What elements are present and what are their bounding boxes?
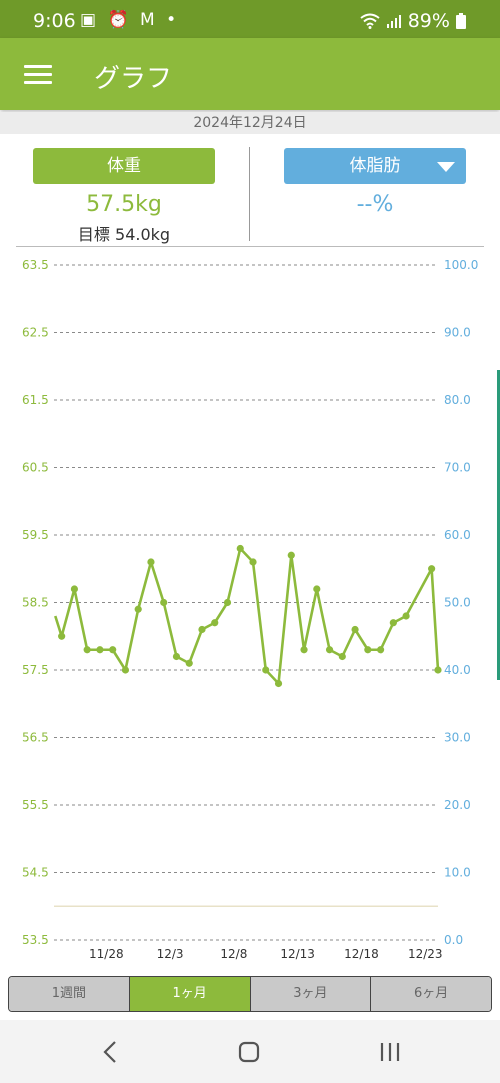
weight-button[interactable]: 体重: [33, 148, 215, 184]
app-bar: グラフ: [0, 38, 500, 110]
y-left-tick-label: 55.5: [22, 798, 49, 812]
tab-1-month[interactable]: 1ヶ月: [129, 977, 251, 1011]
weight-panel: 体重 57.5kg 目標 54.0kg: [33, 148, 215, 245]
header-divider: [16, 246, 484, 247]
fat-panel: 体脂肪 --%: [284, 148, 466, 217]
y-right-tick-label: 20.0: [444, 798, 471, 812]
menu-icon[interactable]: [20, 60, 56, 90]
y-left-tick-label: 58.5: [22, 596, 49, 610]
data-point: [134, 605, 142, 613]
data-point: [402, 612, 410, 620]
data-point: [351, 625, 359, 634]
x-tick-label: 11/28: [89, 947, 124, 961]
back-icon[interactable]: [90, 1032, 130, 1072]
tab-3-months[interactable]: 3ヶ月: [250, 977, 372, 1011]
tab-6-months[interactable]: 6ヶ月: [371, 977, 491, 1011]
recent-apps-icon[interactable]: [370, 1032, 410, 1072]
panel-divider: [249, 147, 250, 241]
data-point: [83, 646, 91, 654]
y-right-tick-label: 40.0: [444, 663, 471, 677]
data-point: [249, 558, 257, 566]
weight-value: 57.5kg: [86, 192, 162, 217]
data-point: [172, 652, 181, 661]
notification-icons: ▣ ⏰ M •: [80, 10, 179, 30]
page-title: グラフ: [94, 64, 173, 94]
y-right-tick-label: 70.0: [444, 461, 471, 475]
data-point: [70, 585, 79, 593]
weight-goal: 目標 54.0kg: [77, 225, 171, 244]
weight-line: [54, 547, 440, 685]
data-point: [287, 551, 295, 559]
date-label: 2024年12月24日: [0, 112, 500, 134]
y-left-tick-label: 59.5: [22, 528, 49, 542]
gmail-icon: M: [140, 10, 158, 30]
y-left-tick-label: 63.5: [22, 258, 49, 272]
y-right-tick-label: 60.0: [444, 528, 471, 542]
home-icon[interactable]: [229, 1032, 269, 1072]
data-point: [338, 652, 346, 661]
data-point: [325, 646, 334, 654]
weight-chart[interactable]: 63.5 100.0 62.5 90.0 61.5 80.0 60.5 70.0 59.5 60.…: [0, 248, 500, 968]
data-point: [262, 666, 270, 674]
y-right-tick-label: 0.0: [444, 933, 463, 947]
data-point: [364, 646, 372, 654]
data-point: [109, 646, 117, 654]
data-point: [211, 619, 219, 627]
data-point: [274, 679, 283, 688]
x-tick-label: 12/18: [344, 947, 379, 961]
data-point: [96, 646, 104, 654]
x-tick-label: 12/13: [280, 947, 315, 961]
y-left-tick-label: 53.5: [22, 933, 49, 947]
status-time: 9:06: [33, 10, 76, 32]
data-point: [223, 598, 232, 607]
image-icon: ▣: [80, 10, 100, 30]
data-point: [185, 659, 193, 667]
y-left-tick-label: 57.5: [22, 663, 49, 677]
data-point: [160, 598, 168, 607]
y-left-tick-label: 56.5: [22, 731, 49, 745]
data-point: [58, 632, 66, 640]
dropdown-arrow-icon: [437, 162, 455, 172]
x-tick-label: 12/8: [220, 947, 247, 961]
battery-percent: 89%: [407, 10, 450, 32]
data-point: [428, 565, 436, 573]
scroll-indicator: [497, 370, 500, 680]
tab-1-week[interactable]: 1週間: [9, 977, 130, 1011]
x-tick-label: 12/23: [408, 947, 443, 961]
fat-value: --%: [356, 192, 394, 217]
wifi-icon: [360, 13, 380, 29]
status-bar: 9:06 ▣ ⏰ M • 89%: [0, 0, 500, 38]
y-right-tick-label: 10.0: [444, 866, 471, 880]
system-nav-bar: [0, 1020, 500, 1083]
y-left-tick-label: 54.5: [22, 866, 49, 880]
y-right-tick-label: 100.0: [444, 258, 478, 272]
status-right: 89%: [360, 10, 466, 32]
y-right-tick-label: 80.0: [444, 393, 471, 407]
battery-icon: [456, 13, 466, 29]
x-tick-label: 12/3: [157, 947, 184, 961]
dot-icon: •: [166, 10, 180, 30]
y-left-tick-label: 61.5: [22, 393, 49, 407]
y-right-tick-label: 90.0: [444, 326, 471, 340]
alarm-icon: ⏰: [107, 10, 132, 30]
data-point: [300, 646, 308, 654]
data-point: [434, 666, 442, 674]
data-point: [313, 585, 321, 593]
fat-dropdown[interactable]: 体脂肪: [284, 148, 466, 184]
data-point: [121, 666, 130, 674]
data-point: [236, 544, 244, 553]
y-left-tick-label: 62.5: [22, 326, 49, 340]
y-left-tick-label: 60.5: [22, 461, 49, 475]
y-right-tick-label: 30.0: [444, 731, 471, 745]
signal-icon: [386, 15, 401, 28]
data-point: [147, 558, 155, 566]
data-point: [198, 625, 206, 634]
y-right-tick-label: 50.0: [444, 596, 471, 610]
period-tabs: 1週間 1ヶ月 3ヶ月 6ヶ月: [8, 976, 492, 1012]
data-point: [376, 646, 385, 654]
fat-dropdown-label: 体脂肪: [349, 156, 401, 176]
data-point: [389, 619, 397, 627]
